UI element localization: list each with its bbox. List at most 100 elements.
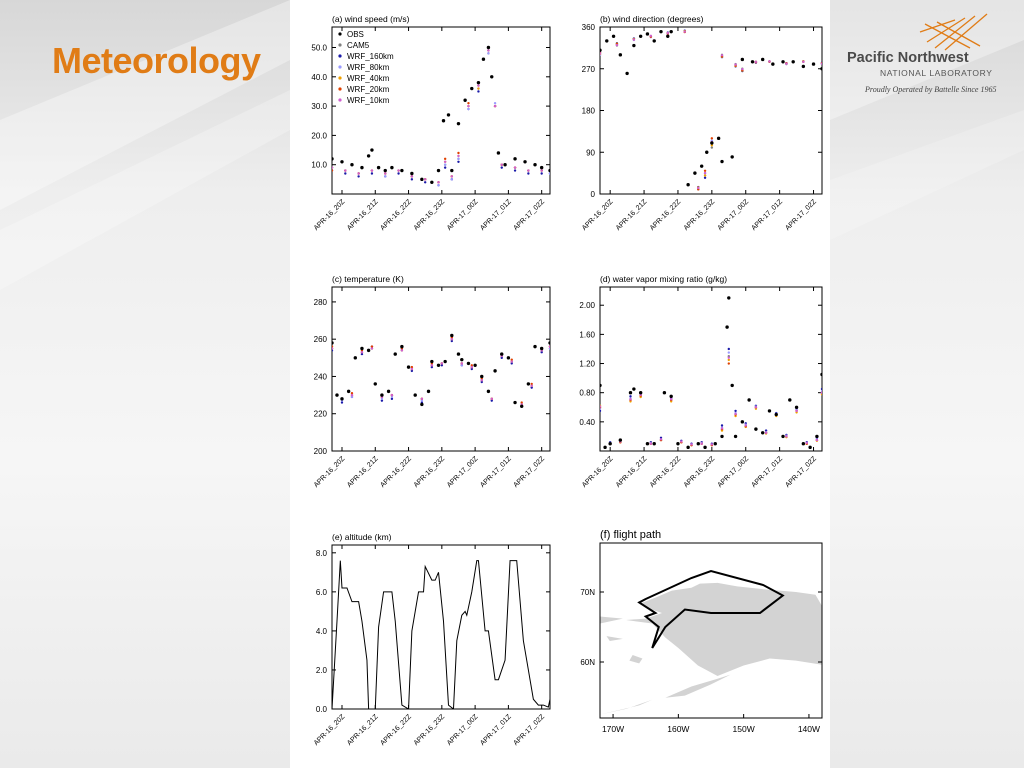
data-point-OBS xyxy=(669,394,673,399)
legend-label: WRF_40km xyxy=(347,74,390,83)
data-point-WRF_10km xyxy=(805,441,808,445)
data-point-OBS xyxy=(645,442,650,446)
logo-subtitle: NATIONAL LABORATORY xyxy=(880,68,993,78)
data-point-WRF_160km xyxy=(440,364,444,367)
data-point-WRF_20km xyxy=(350,392,354,395)
data-point-OBS xyxy=(771,62,775,66)
data-point-OBS xyxy=(696,442,700,446)
data-point-WRF_160km xyxy=(480,380,483,384)
data-point-OBS xyxy=(611,34,616,38)
data-point-OBS xyxy=(791,60,795,64)
data-point-OBS xyxy=(740,57,745,62)
y-tick-label: 20.0 xyxy=(311,131,327,140)
x-tick-label: 150W xyxy=(733,724,755,734)
data-point-OBS xyxy=(450,333,454,338)
data-point-WRF_160km xyxy=(720,424,724,427)
data-point-WRF_10km xyxy=(659,438,663,441)
data-point-WRF_160km xyxy=(477,90,480,93)
data-point-WRF_10km xyxy=(700,442,703,445)
x-tick-label: APR-16_21Z xyxy=(615,198,649,232)
x-tick-label: APR-17_01Z xyxy=(750,198,784,232)
data-point-OBS xyxy=(794,405,799,409)
data-point-OBS xyxy=(666,34,670,38)
data-point-WRF_10km xyxy=(785,435,788,438)
data-point-WRF_20km xyxy=(457,151,460,155)
data-layer xyxy=(332,333,550,408)
legend-marker-WRF_10km xyxy=(338,98,342,102)
data-point-WRF_10km xyxy=(764,431,768,434)
data-point-OBS xyxy=(605,39,609,43)
data-point-OBS xyxy=(652,442,656,446)
data-point-WRF_20km xyxy=(370,345,374,348)
x-tick-label: 170W xyxy=(602,724,624,734)
x-tick-label: APR-16_20Z xyxy=(313,198,347,232)
y-tick-label: 30.0 xyxy=(311,102,327,111)
data-point-WRF_20km xyxy=(703,169,707,173)
x-tick-label: APR-16_23Z xyxy=(683,198,717,232)
data-point-WRF_20km xyxy=(332,169,334,172)
data-point-WRF_40km xyxy=(477,87,480,90)
data-point-WRF_20km xyxy=(470,364,473,367)
data-point-WRF_160km xyxy=(360,352,364,356)
data-point-OBS xyxy=(506,356,511,360)
data-point-WRF_10km xyxy=(600,405,602,408)
data-point-OBS xyxy=(750,60,755,64)
x-tick-label: APR-17_01Z xyxy=(479,713,513,747)
data-point-WRF_10km xyxy=(487,49,490,52)
y-tick-label: 70N xyxy=(580,588,595,597)
y-tick-label: 0.40 xyxy=(579,418,595,427)
data-point-WRF_10km xyxy=(332,347,334,350)
panel-f: (f) flight path 60N 70N 170W 160W 150W 140W xyxy=(580,529,823,734)
x-tick-label: APR-17_01Z xyxy=(479,455,513,489)
data-point-WRF_10km xyxy=(680,440,683,443)
x-tick-label: APR-16_20Z xyxy=(581,198,615,232)
data-point-OBS xyxy=(376,165,381,170)
data-point-OBS xyxy=(446,113,451,117)
data-point-WRF_10km xyxy=(530,384,533,387)
data-point-OBS xyxy=(801,442,806,446)
data-point-WRF_80km xyxy=(380,397,384,401)
legend-label: WRF_10km xyxy=(347,96,390,105)
data-point-WRF_10km xyxy=(477,84,480,87)
plot-frame xyxy=(599,542,823,719)
data-point-OBS xyxy=(533,344,537,349)
data-point-WRF_160km xyxy=(629,395,632,398)
data-point-WRF_10km xyxy=(493,104,497,108)
data-point-WRF_10km xyxy=(720,427,724,430)
data-point-WRF_20km xyxy=(727,362,730,365)
data-layer xyxy=(600,296,822,450)
x-tick-label: APR-16_22Z xyxy=(379,455,413,489)
data-point-OBS xyxy=(383,168,387,173)
data-point-OBS xyxy=(360,165,364,170)
slide-title: Meteorology xyxy=(52,40,261,81)
data-point-WRF_10km xyxy=(703,171,707,175)
panel-c: (c) temperature (K) 200 220 240 260 280 APR-16… xyxy=(313,274,551,489)
data-point-OBS xyxy=(801,64,806,69)
data-point-OBS xyxy=(638,34,643,38)
data-point-OBS xyxy=(600,383,602,388)
data-point-OBS xyxy=(705,150,709,154)
data-point-WRF_80km xyxy=(443,163,447,166)
data-point-WRF_160km xyxy=(500,166,503,169)
data-point-WRF_10km xyxy=(690,443,693,446)
data-point-OBS xyxy=(730,155,734,159)
data-point-OBS xyxy=(520,404,524,408)
data-point-WRF_80km xyxy=(420,399,424,402)
panel-title: (e) altitude (km) xyxy=(332,532,392,542)
data-point-WRF_160km xyxy=(443,166,447,169)
x-tick-label: APR-17_02Z xyxy=(513,455,547,489)
data-point-OBS xyxy=(476,80,481,85)
data-point-WRF_10km xyxy=(649,442,653,445)
data-point-OBS xyxy=(450,168,454,173)
data-point-WRF_10km xyxy=(666,31,669,35)
y-tick-label: 220 xyxy=(314,410,328,419)
data-point-WRF_10km xyxy=(332,166,334,169)
legend-marker-CAM5 xyxy=(338,43,342,47)
data-point-WRF_160km xyxy=(344,172,347,175)
data-point-WRF_80km xyxy=(460,364,464,367)
data-point-OBS xyxy=(699,164,704,168)
data-point-WRF_40km xyxy=(710,144,714,147)
data-point-WRF_10km xyxy=(450,337,454,341)
data-point-OBS xyxy=(788,398,792,402)
x-tick-label: APR-17_02Z xyxy=(513,198,547,232)
